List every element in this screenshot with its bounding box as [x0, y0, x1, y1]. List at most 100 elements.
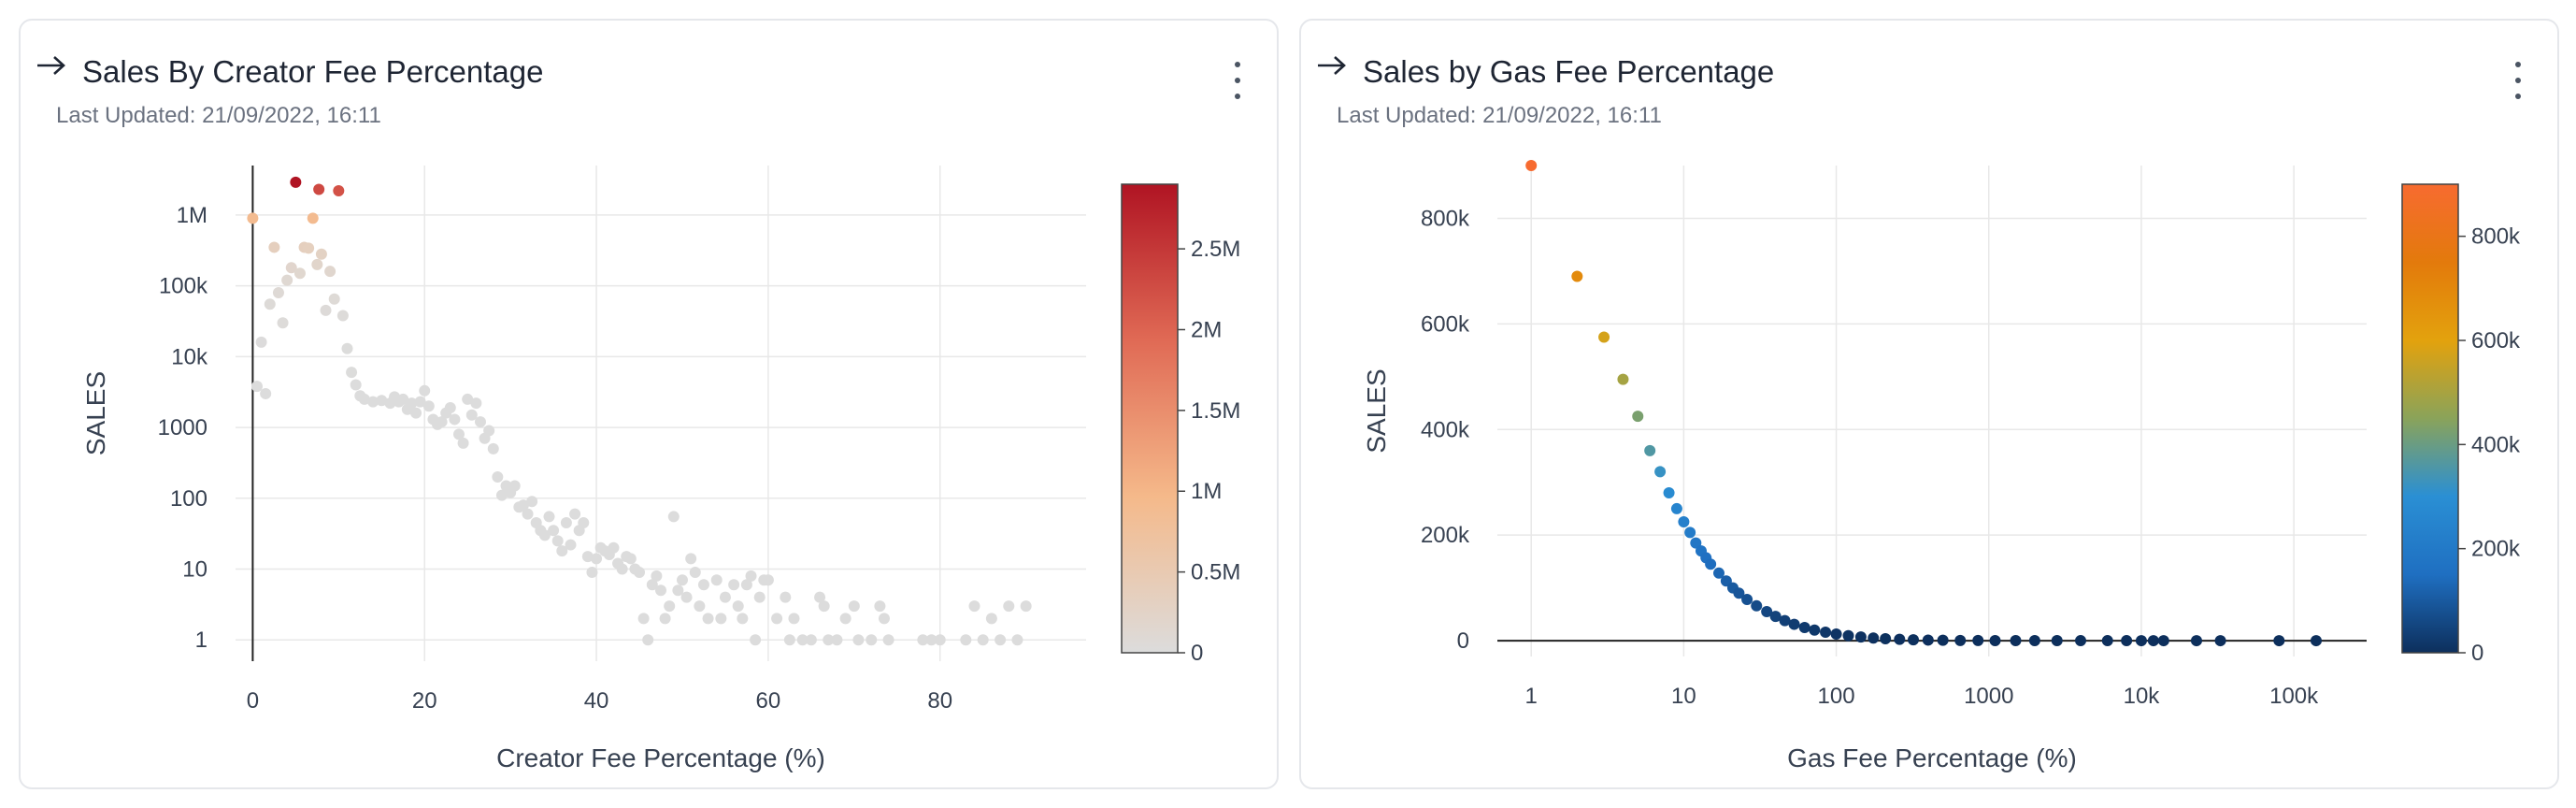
data-point: [1922, 634, 1934, 646]
data-point: [1632, 411, 1644, 423]
data-point: [732, 600, 744, 613]
y-tick-label: 400k: [1421, 417, 1470, 442]
data-point: [1989, 634, 2001, 646]
data-point: [672, 584, 684, 597]
y-axis-title: SALES: [81, 371, 110, 455]
data-point: [866, 634, 878, 646]
data-point: [882, 634, 894, 646]
x-tick-label: 20: [412, 688, 437, 714]
data-point: [968, 600, 980, 613]
data-point: [277, 317, 289, 329]
data-point: [710, 574, 723, 586]
data-point: [268, 241, 280, 253]
data-point: [848, 600, 860, 613]
data-point: [1769, 611, 1782, 623]
y-tick-label: 1M: [177, 203, 208, 228]
data-point: [878, 613, 890, 625]
data-point: [346, 367, 358, 379]
colorbar-tick-label: 200k: [2471, 537, 2521, 562]
data-point: [1617, 373, 1629, 385]
data-point: [487, 442, 499, 454]
data-point: [1741, 594, 1753, 606]
data-point: [358, 393, 370, 405]
data-point: [839, 613, 852, 625]
data-point: [522, 508, 534, 520]
colorbar-tick-label: 600k: [2471, 328, 2521, 354]
data-point: [260, 387, 272, 399]
data-point: [2214, 635, 2226, 647]
data-point: [2121, 635, 2133, 647]
more-options-icon[interactable]: [2507, 62, 2529, 99]
data-point: [917, 634, 929, 646]
data-point: [422, 400, 435, 412]
data-point: [272, 286, 284, 298]
arrow-right-icon[interactable]: [1316, 54, 1348, 77]
data-point: [285, 262, 297, 274]
data-point: [293, 267, 306, 280]
data-point: [2273, 635, 2285, 647]
data-point: [788, 613, 800, 625]
data-point: [333, 184, 345, 196]
data-point: [608, 541, 620, 554]
data-point: [444, 401, 456, 413]
arrow-right-icon[interactable]: [36, 54, 67, 77]
y-tick-label: 0: [1457, 628, 1469, 654]
data-point: [2190, 635, 2202, 647]
data-point: [624, 553, 637, 565]
data-point: [616, 563, 628, 575]
colorbar-tick-label: 400k: [2471, 432, 2521, 457]
data-point: [1670, 502, 1682, 514]
y-tick-label: 10k: [171, 344, 208, 369]
data-point: [470, 397, 482, 410]
data-point: [1644, 444, 1656, 456]
data-point: [1690, 537, 1702, 549]
data-point: [814, 591, 826, 603]
data-point: [376, 395, 388, 407]
y-tick-label: 800k: [1421, 206, 1470, 231]
data-point: [586, 566, 598, 578]
data-point: [250, 381, 263, 393]
data-point: [1003, 600, 1015, 613]
data-point: [508, 480, 521, 492]
data-point: [462, 393, 474, 405]
data-point: [492, 470, 504, 483]
data-point: [560, 517, 572, 529]
data-point: [680, 591, 693, 603]
last-updated-text: Last Updated: 21/09/2022, 16:11: [1337, 103, 1662, 128]
x-tick-label: 80: [927, 688, 952, 714]
data-point: [543, 511, 555, 523]
data-point: [1830, 628, 1842, 641]
x-tick-label: 0: [247, 688, 259, 714]
data-point: [715, 613, 727, 625]
gas-fee-chart-card: 0 200k 400k 600k 800k 1 10 100 1000 10k 100k Gas Fe…: [1299, 19, 2559, 789]
data-point: [410, 407, 422, 419]
data-point: [642, 634, 654, 646]
data-point: [281, 274, 293, 286]
colorbar-tick-label: 0.5M: [1191, 560, 1240, 585]
data-point: [1954, 634, 1967, 646]
data-point: [874, 600, 886, 613]
data-point: [1571, 270, 1583, 282]
more-options-icon[interactable]: [1226, 62, 1249, 99]
y-tick-label: 600k: [1421, 311, 1470, 337]
data-point: [960, 634, 972, 646]
data-point: [745, 570, 757, 582]
data-point: [852, 634, 865, 646]
data-point: [659, 613, 671, 625]
data-point: [1705, 558, 1717, 570]
y-tick-label: 200k: [1421, 523, 1470, 548]
data-point: [783, 634, 795, 646]
data-point: [350, 379, 362, 391]
data-point: [831, 634, 843, 646]
data-point: [419, 384, 431, 397]
data-point: [2310, 635, 2322, 647]
data-point: [750, 634, 762, 646]
data-point: [762, 574, 774, 586]
data-point: [1809, 624, 1821, 636]
data-point: [1020, 600, 1032, 613]
data-point: [1011, 634, 1023, 646]
data-point: [328, 293, 340, 305]
data-point: [1854, 631, 1867, 643]
data-point: [1663, 487, 1675, 498]
data-point: [689, 566, 701, 578]
